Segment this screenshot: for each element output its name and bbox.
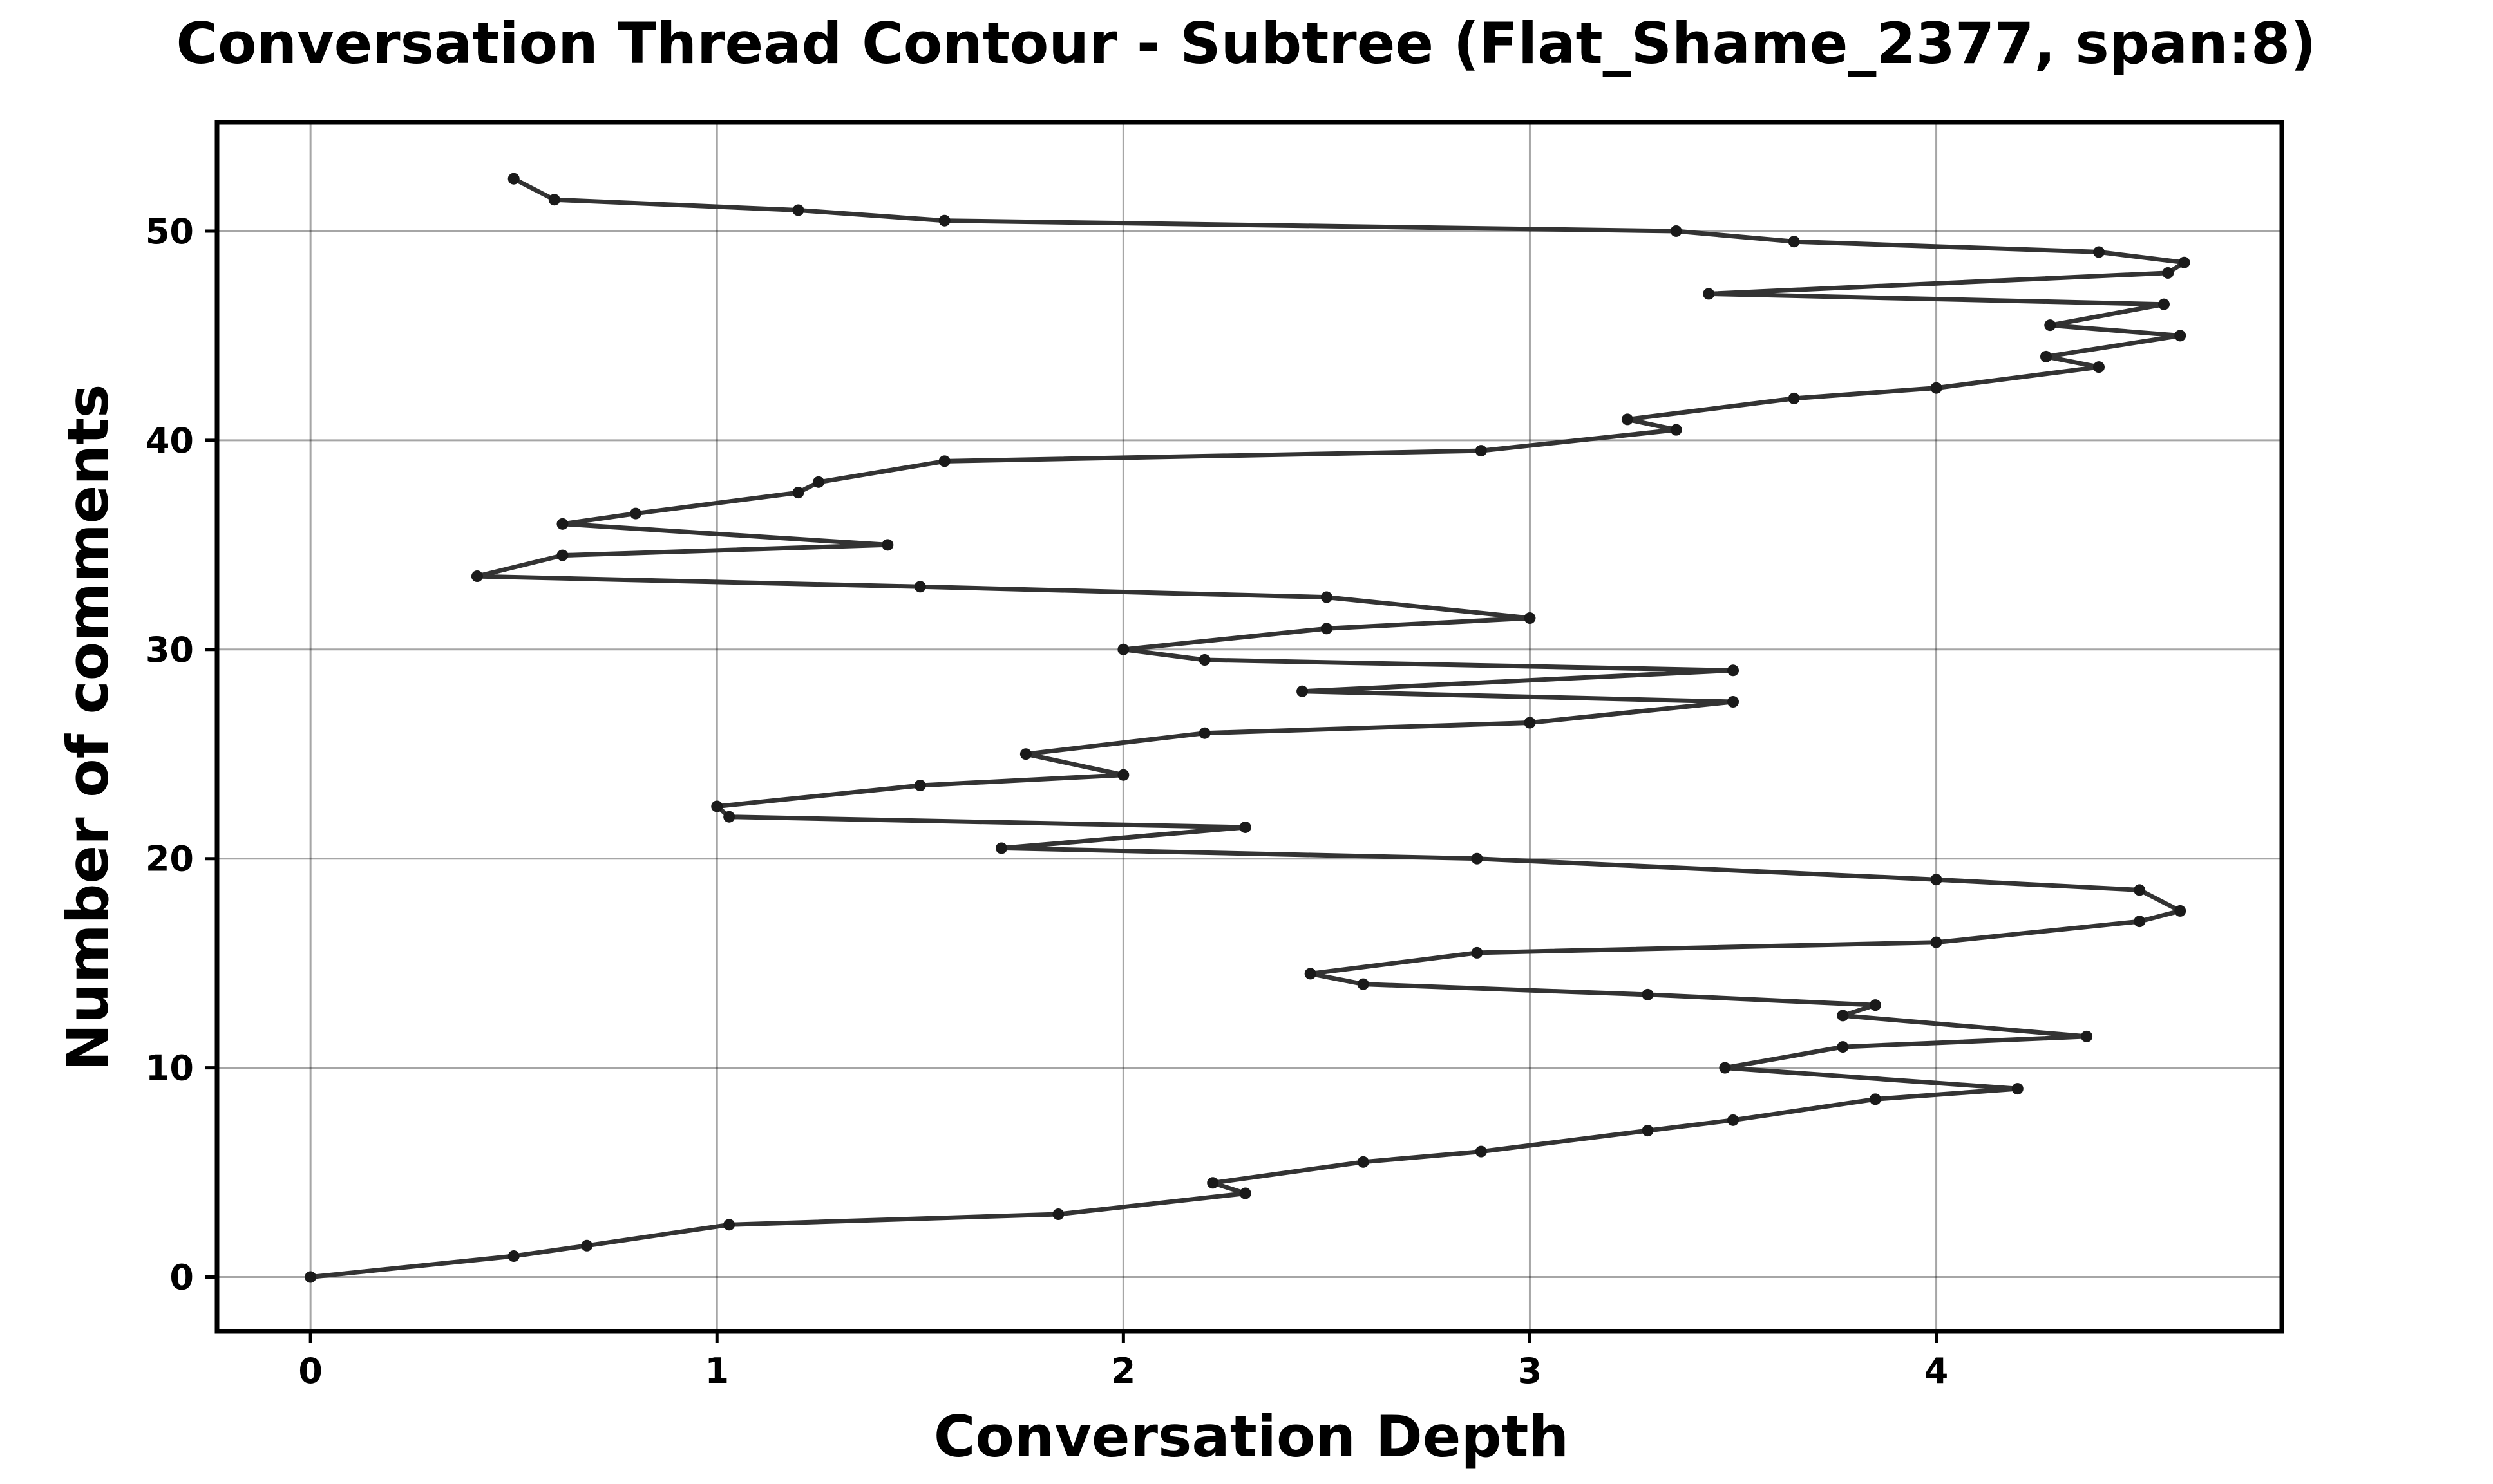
data-point <box>1642 988 1654 1000</box>
data-point <box>548 194 560 206</box>
data-point <box>1703 288 1715 300</box>
data-point <box>1471 946 1483 959</box>
x-tick-label: 0 <box>298 1351 323 1391</box>
data-point <box>1320 623 1332 635</box>
chart-title: Conversation Thread Contour - Subtree (F… <box>176 10 2317 77</box>
data-point <box>581 1239 593 1252</box>
data-point <box>2174 905 2186 917</box>
data-point <box>1357 1156 1369 1168</box>
y-tick-label: 20 <box>146 839 194 879</box>
data-point <box>1475 1145 1487 1158</box>
data-point <box>914 581 926 593</box>
data-point <box>1930 936 1942 948</box>
data-point <box>1670 424 1682 436</box>
data-point <box>1837 1041 1849 1053</box>
data-point <box>2093 246 2105 258</box>
data-point <box>723 1219 735 1231</box>
data-point <box>305 1271 317 1283</box>
data-point <box>1199 727 1211 739</box>
data-point <box>1117 643 1130 655</box>
data-point <box>1207 1177 1219 1189</box>
data-point <box>1727 1114 1739 1126</box>
data-point <box>938 214 951 227</box>
data-point <box>2157 298 2170 310</box>
data-point <box>630 507 642 520</box>
data-point <box>2134 884 2146 896</box>
data-point <box>1642 1125 1654 1137</box>
data-point <box>1727 664 1739 677</box>
data-point <box>1304 968 1316 980</box>
data-point <box>556 549 569 561</box>
y-tick-label: 30 <box>146 630 194 670</box>
data-point <box>1837 1010 1849 1022</box>
data-point <box>1524 717 1536 729</box>
x-tick-label: 2 <box>1112 1351 1136 1391</box>
data-point <box>507 173 520 185</box>
data-point <box>882 539 894 551</box>
plot-frame <box>214 120 2284 1334</box>
data-point <box>1475 445 1487 457</box>
data-point <box>1524 612 1536 625</box>
data-point <box>471 570 483 583</box>
data-point <box>1670 225 1682 237</box>
data-point <box>2134 916 2146 928</box>
grid-lines <box>217 122 2282 1331</box>
data-point <box>938 455 951 467</box>
data-point <box>2093 361 2105 373</box>
data-point <box>2081 1030 2093 1042</box>
data-point <box>1930 382 1942 394</box>
x-tick-label: 4 <box>1924 1351 1949 1391</box>
data-point <box>2174 330 2186 342</box>
data-point <box>2011 1083 2024 1095</box>
y-tick-label: 10 <box>146 1048 194 1089</box>
data-point <box>711 800 723 812</box>
series-line <box>310 176 2186 1279</box>
data-point <box>1788 236 1800 248</box>
data-point <box>1788 392 1800 404</box>
data-point <box>1296 685 1309 697</box>
data-point <box>1471 852 1483 865</box>
y-tick-label: 40 <box>146 420 194 461</box>
data-point <box>1869 999 1881 1011</box>
data-points <box>305 173 2190 1283</box>
data-point <box>1239 821 1251 833</box>
data-point <box>1727 696 1739 708</box>
data-point <box>1239 1187 1251 1199</box>
y-axis-label: Number of comments <box>55 384 121 1071</box>
data-point <box>792 487 804 499</box>
data-point <box>1199 654 1211 666</box>
data-point <box>723 811 735 823</box>
y-tick-label: 0 <box>169 1257 194 1298</box>
data-point <box>914 779 926 791</box>
data-point <box>556 518 569 530</box>
data-point <box>792 204 804 216</box>
data-point <box>1117 769 1130 781</box>
data-point <box>2162 267 2174 279</box>
data-point <box>1357 978 1369 990</box>
data-point <box>1930 874 1942 886</box>
data-point <box>1320 591 1332 603</box>
data-point <box>813 476 825 488</box>
data-point <box>1052 1208 1065 1221</box>
data-point <box>2040 350 2052 362</box>
data-point <box>1019 748 1032 760</box>
plot-area <box>305 173 2190 1283</box>
data-point <box>2178 256 2190 268</box>
x-axis-label: Conversation Depth <box>934 1404 1569 1470</box>
y-tick-label: 50 <box>146 211 194 252</box>
x-tick-label: 3 <box>1518 1351 1542 1391</box>
data-point <box>1621 413 1633 426</box>
data-point <box>1719 1062 1731 1074</box>
data-point <box>2044 319 2056 332</box>
data-point <box>1869 1093 1881 1105</box>
data-point <box>996 842 1008 854</box>
data-point <box>507 1250 520 1263</box>
x-tick-label: 1 <box>705 1351 729 1391</box>
